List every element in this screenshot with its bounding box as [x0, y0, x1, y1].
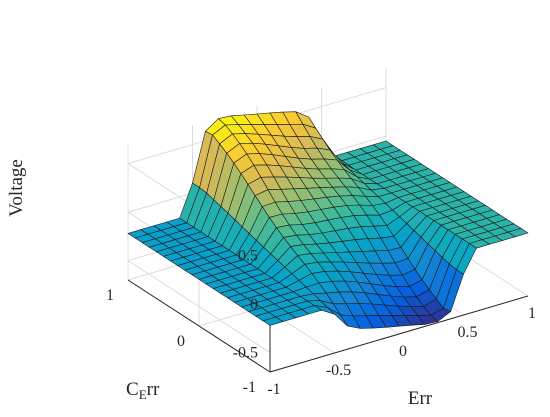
grid-line	[127, 260, 271, 354]
x-tick-label: 0	[399, 343, 407, 360]
z-tick-label: -0.5	[233, 345, 258, 362]
y-tick-label: 1	[106, 287, 114, 304]
x-axis-line	[269, 295, 529, 373]
y-tick-label: -1	[243, 379, 256, 396]
y-axis-label-main: C	[126, 379, 139, 400]
surface-mesh	[127, 111, 529, 329]
y-axis-label-sub: E	[139, 387, 147, 402]
y-axis-label-tail: rr	[147, 379, 160, 400]
y-axis-line	[127, 279, 271, 373]
z-tick-label: 0.5	[238, 248, 258, 265]
x-axis-label: Err	[408, 388, 433, 409]
z-tick-label: 0	[250, 296, 258, 313]
x-tick-label: 0.5	[458, 324, 478, 341]
tick-labels: 0.5 0 -0.5 -1 -0.5 0 0.5 1 1 0 -1	[106, 248, 536, 398]
y-axis-label: CErr	[126, 379, 160, 402]
z-axis-label: Voltage	[6, 159, 27, 217]
x-tick-label: -1	[267, 381, 280, 398]
y-tick-label: 0	[177, 333, 185, 350]
x-tick-label: -0.5	[326, 362, 351, 379]
x-tick-label: 1	[528, 305, 536, 322]
surface-patch	[262, 316, 284, 326]
